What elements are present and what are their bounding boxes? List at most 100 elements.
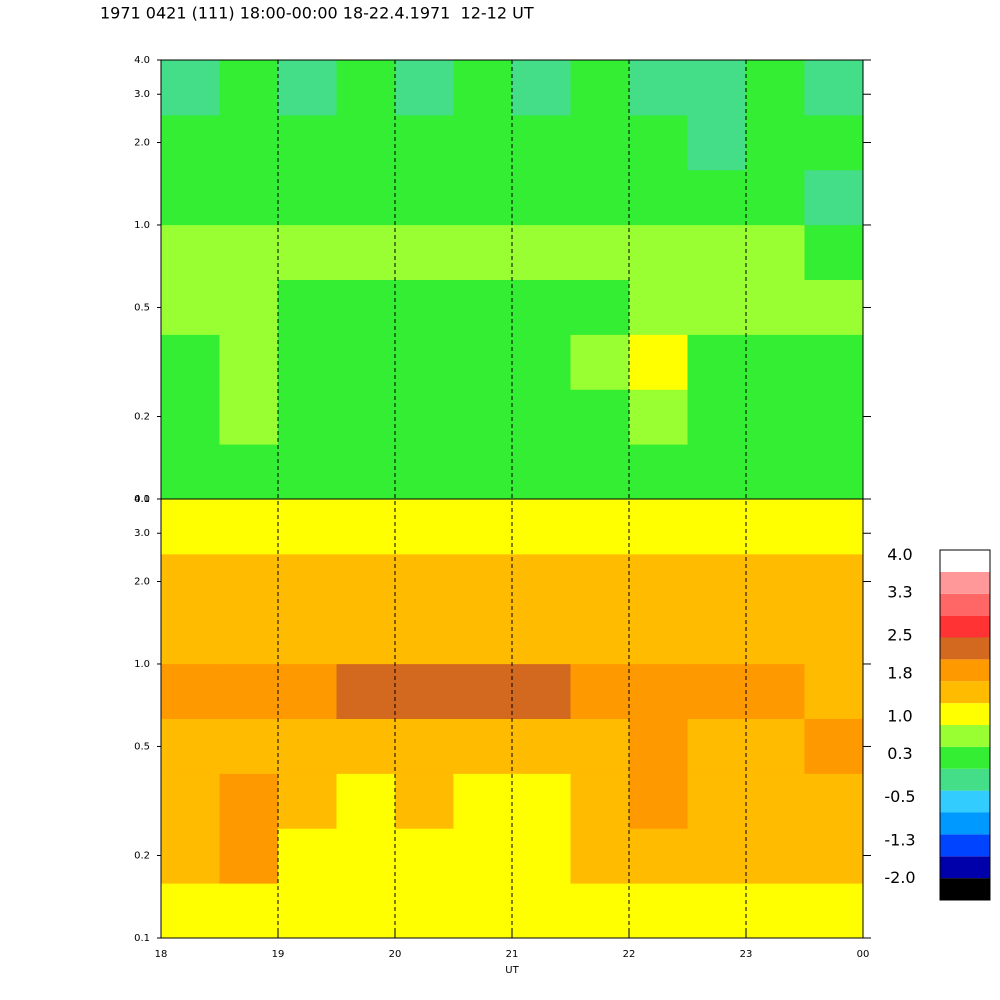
heatmap-cell xyxy=(453,169,513,226)
x-axis-label: UT xyxy=(505,965,519,976)
y-tick-label: 2.0 xyxy=(134,137,150,148)
heatmap-cell xyxy=(687,499,747,555)
heatmap-cell xyxy=(161,60,220,116)
y-tick-label: 0.1 xyxy=(134,933,150,944)
x-tick-label: 21 xyxy=(506,949,519,960)
heatmap-cell xyxy=(512,553,571,610)
heatmap-cell xyxy=(804,169,864,226)
heatmap-cell xyxy=(746,169,805,226)
heatmap-cell xyxy=(629,114,688,171)
heatmap-cell xyxy=(687,718,747,774)
heatmap-cell xyxy=(278,773,337,829)
heatmap-cell xyxy=(746,828,805,884)
heatmap-cell xyxy=(161,499,220,555)
heatmap-cell xyxy=(804,663,864,719)
heatmap-cell xyxy=(687,608,747,665)
heatmap-cell xyxy=(746,444,805,500)
heatmap-cell xyxy=(336,169,396,226)
heatmap-cell xyxy=(687,60,747,116)
heatmap-cell xyxy=(219,60,279,116)
heatmap-cell xyxy=(512,883,571,939)
y-tick-label: 1.0 xyxy=(134,220,150,231)
heatmap-cell xyxy=(219,883,279,939)
heatmap-cell xyxy=(629,553,688,610)
heatmap-cell xyxy=(804,608,864,665)
heatmap-cell xyxy=(336,718,396,774)
heatmap-cell xyxy=(219,499,279,555)
heatmap-cell xyxy=(336,444,396,500)
colorbar-segment xyxy=(940,550,990,572)
heatmap-cell xyxy=(687,773,747,829)
heatmap-cell xyxy=(629,444,688,500)
heatmap-cell xyxy=(512,773,571,829)
heatmap-cell xyxy=(395,169,454,226)
heatmap-cell xyxy=(687,444,747,500)
heatmap-cell xyxy=(512,224,571,280)
colorbar-segment xyxy=(940,834,990,857)
heatmap-cell xyxy=(687,883,747,939)
heatmap-cell xyxy=(512,114,571,171)
heatmap-cell xyxy=(629,169,688,226)
heatmap-cell xyxy=(746,334,805,390)
colorbar-tick-label: -2.0 xyxy=(884,868,915,887)
heatmap-cell xyxy=(219,773,279,829)
y-tick-label: 0.5 xyxy=(134,302,150,313)
heatmap-cell xyxy=(512,334,571,390)
heatmap-cell xyxy=(629,334,688,390)
heatmap-cell xyxy=(687,334,747,390)
heatmap-cell xyxy=(804,389,864,445)
heatmap-cell xyxy=(453,718,513,774)
y-tick-label: 0.2 xyxy=(134,412,150,423)
heatmap-cell xyxy=(278,663,337,719)
heatmap-cell xyxy=(512,444,571,500)
heatmap-cell xyxy=(161,608,220,665)
colorbar-segment xyxy=(940,571,990,594)
heatmap-cell xyxy=(512,169,571,226)
heatmap-cell xyxy=(278,608,337,665)
heatmap-cell xyxy=(395,608,454,665)
colorbar-tick-label: 1.0 xyxy=(887,706,912,725)
heatmap-cell xyxy=(746,279,805,335)
heatmap-cell xyxy=(219,169,279,226)
heatmap-cell xyxy=(395,718,454,774)
heatmap-cell xyxy=(336,279,396,335)
heatmap-cell xyxy=(629,60,688,116)
heatmap-cell xyxy=(336,883,396,939)
heatmap-cell xyxy=(278,389,337,445)
heatmap-cell xyxy=(219,224,279,280)
heatmap-cell xyxy=(804,224,864,280)
heatmap-cell xyxy=(278,60,337,116)
heatmap-cell xyxy=(687,389,747,445)
heatmap-cell xyxy=(512,663,571,719)
heatmap-cell xyxy=(804,444,864,500)
heatmap-cell xyxy=(278,114,337,171)
heatmap-cell xyxy=(278,718,337,774)
y-tick-label: 2.0 xyxy=(134,576,150,587)
heatmap-cell xyxy=(453,499,513,555)
heatmap-cell xyxy=(629,718,688,774)
colorbar-tick-label: -0.5 xyxy=(884,787,915,806)
heatmap-cell xyxy=(570,883,630,939)
heatmap-cell xyxy=(336,334,396,390)
heatmap-cell xyxy=(219,334,279,390)
heatmap-cell xyxy=(453,334,513,390)
heatmap-cell xyxy=(161,663,220,719)
heatmap-cell xyxy=(804,828,864,884)
heatmap-cell xyxy=(746,718,805,774)
heatmap-cell xyxy=(570,553,630,610)
heatmap-cell xyxy=(746,553,805,610)
heatmap-cell xyxy=(219,828,279,884)
heatmap-cell xyxy=(570,389,630,445)
colorbar-segment xyxy=(940,615,990,638)
heatmap-cell xyxy=(453,444,513,500)
heatmap-cell xyxy=(161,773,220,829)
heatmap-cell xyxy=(629,883,688,939)
heatmap-cell xyxy=(804,553,864,610)
y-tick-label: 3.0 xyxy=(134,528,150,539)
x-tick-label: 18 xyxy=(155,949,168,960)
heatmap-cell xyxy=(629,828,688,884)
heatmap-cell xyxy=(453,663,513,719)
heatmap-cell xyxy=(746,114,805,171)
heatmap-cell xyxy=(395,883,454,939)
